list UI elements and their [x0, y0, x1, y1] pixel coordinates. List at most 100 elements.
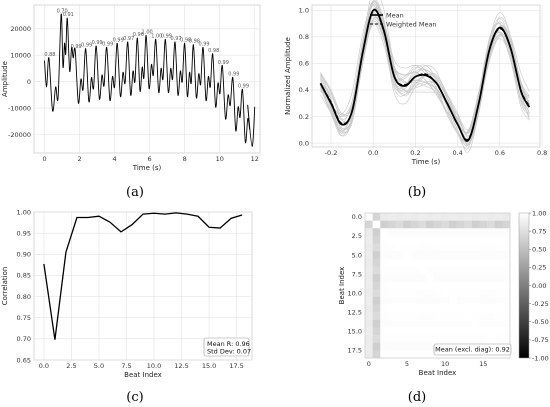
heatmap-cell: [380, 342, 389, 351]
x-tick-label: 0.0: [368, 149, 378, 157]
heatmap-cell: [372, 350, 381, 359]
heatmap-cell: [479, 335, 488, 343]
heatmap-cell: [418, 228, 427, 237]
legend-weighted-mean-label: Weighted Mean: [386, 21, 437, 29]
heatmap-cell: [441, 327, 450, 336]
heatmap-cell: [479, 220, 488, 229]
heatmap-cell: [380, 319, 389, 328]
colorbar-tick-label: 1.00: [532, 209, 546, 217]
x-tick-label: -0.2: [325, 149, 338, 157]
heatmap-cell: [433, 266, 442, 275]
heatmap-cell: [403, 319, 411, 328]
panel-a-x-axis-label: Time (s): [132, 164, 162, 172]
heatmap-cell: [372, 213, 381, 221]
heatmap-cell: [418, 327, 427, 336]
heatmap-cell: [433, 327, 442, 336]
heatmap-cell: [395, 289, 404, 298]
panel-a-amplitude-chart: 0 2 4 6 8 10 12 -20000 -10000 0 10000 20000 0.88 0.7…: [1, 4, 261, 172]
y-tick-label: -10000: [8, 104, 31, 112]
colorbar-tick-label: -0.75: [532, 336, 549, 344]
panel-d-y-axis-label: Beat Index: [338, 267, 346, 305]
heatmap-cell: [441, 304, 450, 313]
heatmap-cell: [403, 296, 411, 305]
heatmap-cell: [410, 274, 419, 282]
heatmap-cell: [448, 319, 457, 328]
heatmap-cell: [479, 274, 488, 282]
heatmap-cell: [479, 312, 488, 321]
heatmap-cell: [403, 251, 411, 259]
heatmap-cell: [456, 289, 465, 298]
heatmap-cell: [448, 281, 457, 290]
heatmap-cell: [426, 296, 434, 305]
x-tick-label: 0: [42, 155, 46, 163]
heatmap-cell: [387, 289, 396, 298]
heatmap-cell: [479, 289, 488, 298]
panel-b-normalized-beats-chart: -0.2 0.0 0.2 0.4 0.6 0.8 0.0 0.2 0.4 0.6 0.8 1.0 Me…: [284, 0, 547, 166]
heatmap-cell: [372, 319, 381, 328]
heatmap-cell: [426, 274, 434, 282]
heatmap-cell: [448, 289, 457, 298]
heatmap-cell: [395, 327, 404, 336]
heatmap-cell: [494, 258, 503, 267]
heatmap-cell: [441, 258, 450, 267]
heatmap-cell: [403, 228, 411, 237]
heatmap-cell: [365, 243, 373, 252]
heatmap-cell: [426, 243, 434, 252]
heatmap-cell: [372, 312, 381, 321]
heatmap-cell: [448, 335, 457, 343]
heatmap-cell: [456, 220, 465, 229]
heatmap-cell: [365, 228, 373, 237]
heatmap-cell: [464, 304, 473, 313]
heatmap-cell: [487, 258, 495, 267]
panel-label-a: (a): [126, 185, 144, 200]
heatmap-cell: [380, 235, 389, 244]
panel-d-heatmap-cells: [365, 213, 511, 359]
heatmap-cell: [494, 281, 503, 290]
heatmap-cell: [494, 251, 503, 259]
heatmap-cell: [426, 220, 434, 229]
heatmap-cell: [502, 251, 511, 259]
heatmap-cell: [426, 281, 434, 290]
panel-b-plot-area: [311, 4, 541, 148]
heatmap-cell: [448, 243, 457, 252]
heatmap-cell: [387, 266, 396, 275]
heatmap-cell: [395, 266, 404, 275]
y-tick-label: 17.5: [348, 347, 362, 355]
y-tick-label: 0.80: [17, 293, 31, 301]
heatmap-cell: [441, 235, 450, 244]
heatmap-cell: [471, 213, 480, 221]
heatmap-cell: [456, 213, 465, 221]
heatmap-cell: [395, 304, 404, 313]
annotation-frame: [433, 343, 512, 356]
heatmap-cell: [502, 304, 511, 313]
heatmap-cell: [410, 327, 419, 336]
heatmap-cell: [372, 327, 381, 336]
heatmap-cell: [418, 258, 427, 267]
x-tick-label: 12.5: [174, 362, 188, 370]
heatmap-cell: [456, 274, 465, 282]
heatmap-cell: [471, 327, 480, 336]
heatmap-cell: [418, 289, 427, 298]
peak-correlation-label: 0.99: [92, 40, 103, 46]
heatmap-cell: [372, 342, 381, 351]
panel-label-d: (d): [408, 390, 426, 405]
peak-correlation-label: 1.00: [151, 33, 162, 39]
heatmap-cell: [387, 304, 396, 313]
heatmap-cell: [372, 281, 381, 290]
heatmap-cell: [387, 342, 396, 351]
heatmap-cell: [403, 258, 411, 267]
individual-beat-line: [320, 7, 530, 133]
colorbar-tick-label: -0.50: [532, 318, 549, 326]
heatmap-cell: [395, 296, 404, 305]
panel-d-plot-area: [364, 212, 511, 359]
heatmap-cell: [395, 312, 404, 321]
heatmap-cell: [448, 251, 457, 259]
legend-mean-label: Mean: [386, 12, 404, 20]
heatmap-cell: [487, 319, 495, 328]
heatmap-cell: [418, 342, 427, 351]
panel-c-x-axis-label: Beat Index: [124, 371, 162, 379]
x-tick-label: 0: [367, 360, 371, 368]
x-tick-label: 15.0: [202, 362, 216, 370]
heatmap-cell: [479, 281, 488, 290]
heatmap-cell: [471, 274, 480, 282]
